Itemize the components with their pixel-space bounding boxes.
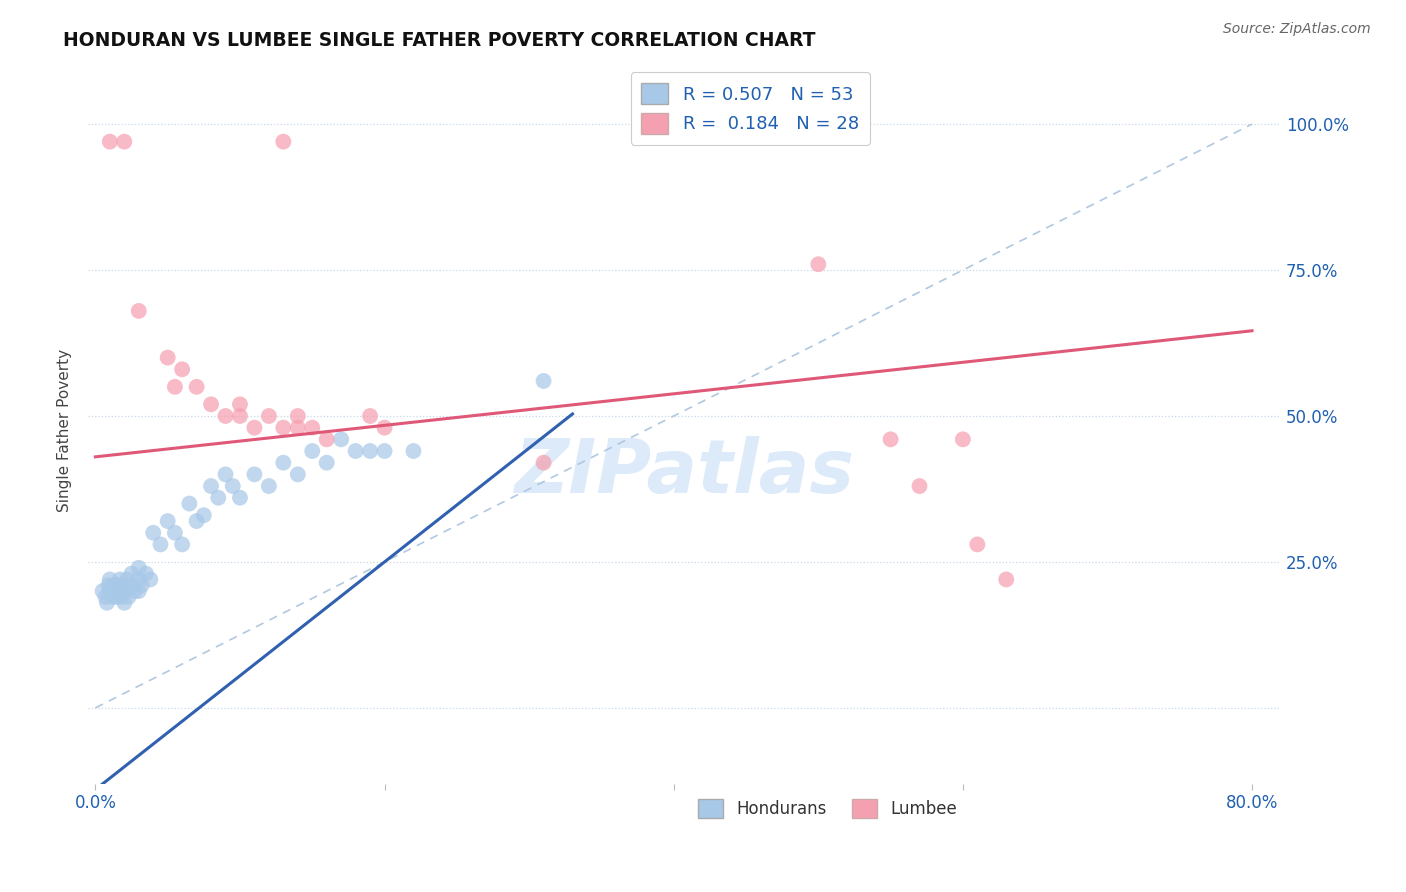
Point [96,596,118,610]
Point [200,397,222,411]
Point [315,456,337,470]
Point [179,497,201,511]
Point [103,578,125,592]
Point [243,467,266,482]
Point [344,444,367,458]
Point [359,444,381,458]
Point [163,380,186,394]
Point [139,573,162,587]
Point [108,573,131,587]
Text: HONDURAN VS LUMBEE SINGLE FATHER POVERTY CORRELATION CHART: HONDURAN VS LUMBEE SINGLE FATHER POVERTY… [63,31,815,50]
Point [131,578,153,592]
Point [207,491,229,505]
Point [257,409,280,423]
Point [243,420,266,434]
Point [101,590,124,604]
Point [94,590,117,604]
Point [229,409,252,423]
Point [301,444,323,458]
Point [315,433,337,447]
Point [193,508,215,523]
Point [115,573,138,587]
Point [533,456,555,470]
Point [273,456,295,470]
Point [214,409,236,423]
Point [107,584,129,599]
Point [117,590,139,604]
Point [879,433,901,447]
Point [287,409,309,423]
Point [257,479,280,493]
Point [128,584,150,599]
Point [374,444,396,458]
Point [952,433,974,447]
Point [142,525,165,540]
Point [121,578,143,592]
Point [98,584,121,599]
Point [149,537,172,551]
Point [112,596,135,610]
Point [222,479,245,493]
Point [330,433,353,447]
Point [214,467,236,482]
Point [807,257,830,271]
Point [533,374,555,388]
Point [91,584,114,599]
Point [128,561,150,575]
Point [908,479,931,493]
Point [112,135,135,149]
Point [112,584,135,599]
Point [104,584,127,599]
Point [186,380,208,394]
Y-axis label: Single Father Poverty: Single Father Poverty [58,349,72,512]
Point [273,135,295,149]
Point [128,573,150,587]
Point [995,573,1018,587]
Point [98,135,121,149]
Point [135,566,157,581]
Point [273,420,295,434]
Point [111,578,134,592]
Point [98,573,121,587]
Point [172,537,194,551]
Point [156,351,179,365]
Point [200,479,222,493]
Point [359,409,381,423]
Point [156,514,179,528]
Legend: Hondurans, Lumbee: Hondurans, Lumbee [692,792,963,825]
Point [287,420,309,434]
Point [110,590,132,604]
Text: Source: ZipAtlas.com: Source: ZipAtlas.com [1223,22,1371,37]
Point [287,467,309,482]
Point [402,444,425,458]
Point [301,420,323,434]
Point [163,525,186,540]
Point [374,420,396,434]
Point [105,590,128,604]
Point [97,578,120,592]
Text: ZIPatlas: ZIPatlas [515,436,855,509]
Point [966,537,988,551]
Point [105,578,128,592]
Point [124,584,146,599]
Point [172,362,194,376]
Point [121,566,143,581]
Point [128,304,150,318]
Point [186,514,208,528]
Point [229,491,252,505]
Point [229,397,252,411]
